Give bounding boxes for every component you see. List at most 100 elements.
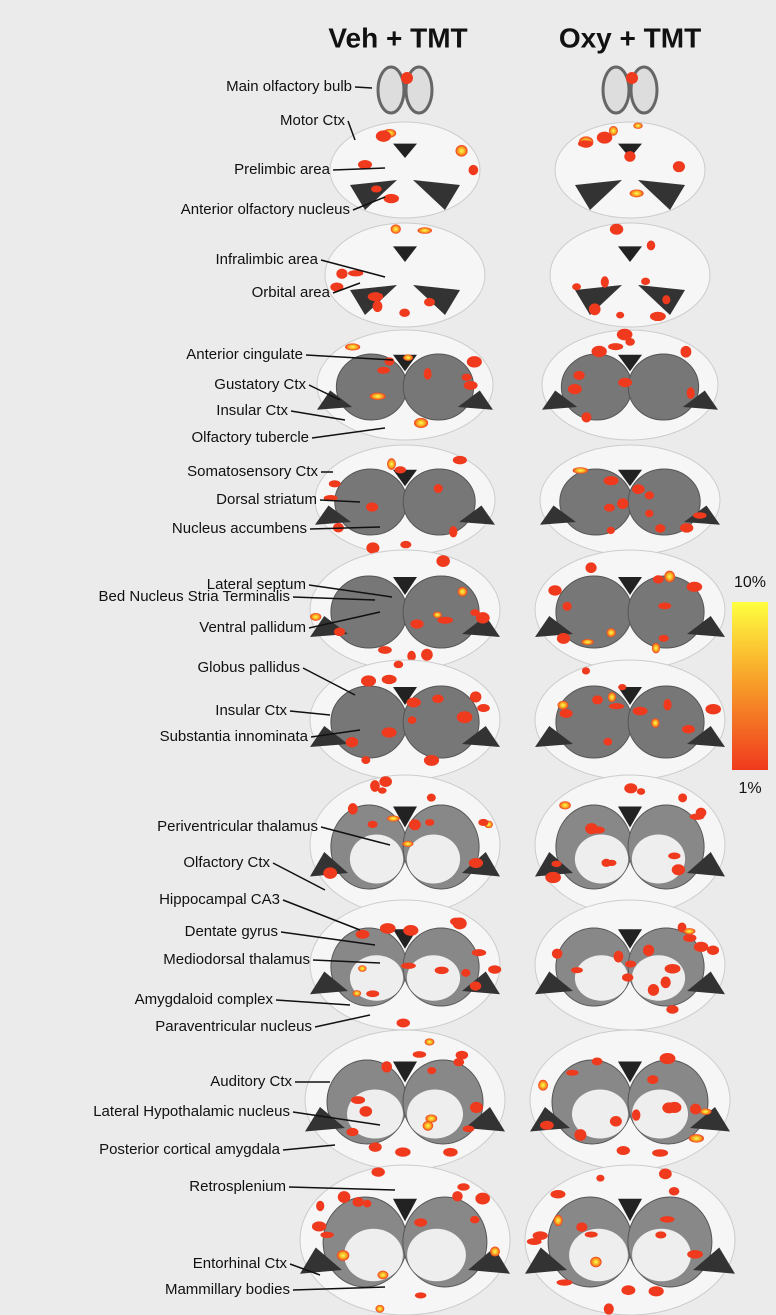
activation-blob xyxy=(557,1279,573,1285)
activation-blob xyxy=(463,1125,475,1132)
activation-blob xyxy=(604,1303,614,1314)
activation-blob xyxy=(424,755,439,766)
activation-blob xyxy=(477,704,490,712)
activation-blob xyxy=(560,709,573,718)
activation-blob xyxy=(693,512,707,519)
activation-blob xyxy=(320,1232,333,1238)
activation-blob xyxy=(601,859,611,867)
activation-blob xyxy=(548,585,561,595)
activation-blob xyxy=(452,1191,462,1201)
activation-blob xyxy=(409,819,421,830)
activation-blob xyxy=(649,1286,664,1296)
activation-blob xyxy=(643,945,654,957)
activation-blob xyxy=(478,819,488,826)
section-region xyxy=(336,354,406,420)
activation-blob xyxy=(572,283,581,290)
activation-blob xyxy=(617,498,628,509)
activation-blob xyxy=(310,613,321,621)
activation-blob xyxy=(336,269,347,279)
activation-blob xyxy=(407,698,421,708)
activation-blob xyxy=(633,707,648,716)
activation-blob xyxy=(378,787,387,793)
activation-blob xyxy=(457,1183,469,1190)
region-label: Infralimbic area xyxy=(215,251,318,268)
section-region xyxy=(403,576,479,648)
activation-blob xyxy=(705,704,721,714)
activation-blob xyxy=(475,1193,490,1205)
activation-blob xyxy=(353,990,362,996)
activation-blob xyxy=(545,872,561,883)
colorbar-min: 1% xyxy=(738,780,761,797)
activation-blob xyxy=(559,801,571,809)
activation-blob xyxy=(334,628,345,636)
activation-blob xyxy=(648,984,659,996)
region-label: Mediodorsal thalamus xyxy=(163,951,310,968)
activation-blob xyxy=(610,1116,622,1127)
activation-blob xyxy=(682,725,695,733)
activation-blob xyxy=(387,815,400,821)
activation-blob xyxy=(608,343,623,350)
activation-blob xyxy=(689,1134,704,1142)
figure: Main olfactory bulbMotor CtxPrelimbic ar… xyxy=(0,0,776,1315)
activation-blob xyxy=(464,381,478,390)
activation-blob xyxy=(672,864,685,875)
activation-blob xyxy=(571,967,583,973)
region-label: Substantia innominata xyxy=(160,728,309,745)
region-label: Olfactory Ctx xyxy=(183,854,270,871)
activation-blob xyxy=(568,384,582,394)
section-region xyxy=(632,835,685,884)
activation-blob xyxy=(576,1222,587,1231)
activation-blob xyxy=(382,727,397,737)
activation-blob xyxy=(414,418,428,428)
activation-blob xyxy=(361,675,376,686)
activation-blob xyxy=(408,716,417,723)
activation-blob xyxy=(678,793,687,802)
activation-blob xyxy=(663,699,671,710)
activation-blob xyxy=(581,639,593,645)
region-label: Amygdaloid complex xyxy=(135,991,274,1008)
region-label: Anterior olfactory nucleus xyxy=(181,201,350,218)
activation-blob xyxy=(659,635,669,642)
activation-blob xyxy=(624,151,635,162)
region-label: Periventricular thalamus xyxy=(157,818,318,835)
activation-blob xyxy=(363,1200,371,1208)
activation-blob xyxy=(369,1142,382,1151)
activation-blob xyxy=(666,1005,678,1014)
activation-blob xyxy=(630,189,644,197)
activation-blob xyxy=(626,72,638,84)
section-outline xyxy=(550,223,710,327)
region-label: Retrosplenium xyxy=(189,1178,286,1195)
activation-blob xyxy=(655,1231,666,1238)
activation-blob xyxy=(377,1271,388,1280)
activation-blob xyxy=(538,1080,548,1091)
activation-blob xyxy=(312,1221,326,1231)
activation-blob xyxy=(425,819,434,826)
activation-blob xyxy=(527,1238,542,1245)
activation-blob xyxy=(621,1285,635,1295)
activation-blob xyxy=(661,977,671,989)
activation-blob xyxy=(469,858,483,868)
activation-blob xyxy=(574,1129,586,1141)
activation-blob xyxy=(557,633,570,644)
region-label: Gustatory Ctx xyxy=(214,376,306,393)
activation-blob xyxy=(361,756,370,764)
region-label: Ventral pallidum xyxy=(199,619,306,636)
region-label: Nucleus accumbens xyxy=(172,520,307,537)
activation-blob xyxy=(453,1058,464,1066)
activation-blob xyxy=(425,1038,435,1045)
section-region xyxy=(403,354,473,420)
activation-blob xyxy=(617,329,633,341)
activation-blob xyxy=(316,1201,324,1211)
activation-blob xyxy=(604,504,615,512)
activation-blob xyxy=(687,1250,703,1259)
activation-blob xyxy=(375,1305,384,1313)
activation-blob xyxy=(540,1121,554,1130)
activation-blob xyxy=(590,1257,601,1268)
section-region xyxy=(407,835,460,884)
activation-blob xyxy=(470,691,481,702)
activation-blob xyxy=(607,628,616,637)
activation-blob xyxy=(381,1061,392,1072)
activation-blob xyxy=(395,466,406,473)
activation-blob xyxy=(632,484,645,494)
region-label: Insular Ctx xyxy=(216,402,288,419)
